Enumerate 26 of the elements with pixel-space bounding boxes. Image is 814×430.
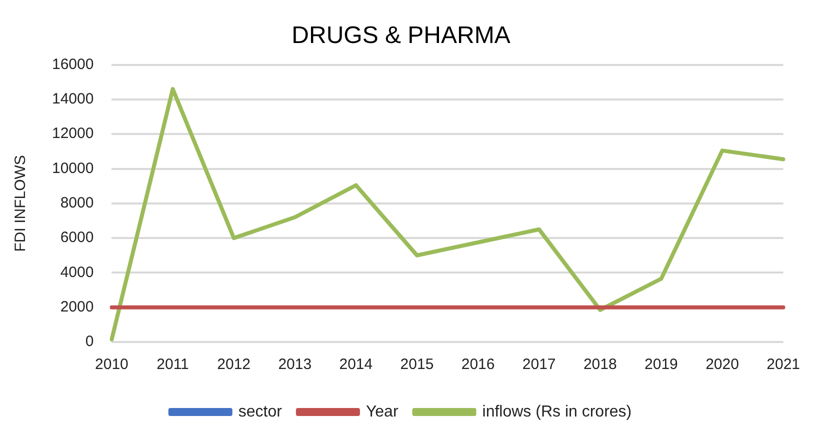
x-tick-label: 2011 [156, 356, 189, 374]
x-tick-label: 2019 [644, 356, 678, 374]
y-tick-label: 16000 [52, 56, 94, 73]
x-tick-label: 2020 [706, 356, 739, 374]
legend-label: Year [366, 403, 399, 420]
y-tick-label: 2000 [60, 298, 94, 316]
x-tick-label: 2016 [461, 356, 495, 374]
legend-label: inflows (Rs in crores) [482, 403, 632, 420]
x-tick-label: 2012 [217, 356, 251, 374]
y-tick-label: 12000 [52, 125, 94, 142]
legend-label: sector [238, 403, 283, 420]
x-tick-label: 2017 [522, 356, 556, 374]
x-tick-label: 2014 [339, 356, 373, 374]
x-tick-label: 2010 [95, 356, 128, 374]
x-tick-label: 2015 [400, 356, 434, 374]
y-tick-label: 6000 [60, 229, 94, 246]
x-tick-label: 2021 [766, 356, 800, 374]
x-tick-label: 2018 [583, 356, 617, 374]
y-tick-label: 8000 [60, 194, 94, 212]
y-tick-label: 14000 [52, 90, 94, 108]
y-axis-title: FDI INFLOWS [12, 155, 30, 252]
chart-title: DRUGS & PHARMA [292, 22, 510, 50]
x-tick-label: 2013 [278, 356, 312, 374]
y-tick-label: 10000 [52, 160, 94, 177]
y-tick-label: 4000 [60, 264, 94, 281]
y-tick-label: 0 [85, 333, 94, 350]
